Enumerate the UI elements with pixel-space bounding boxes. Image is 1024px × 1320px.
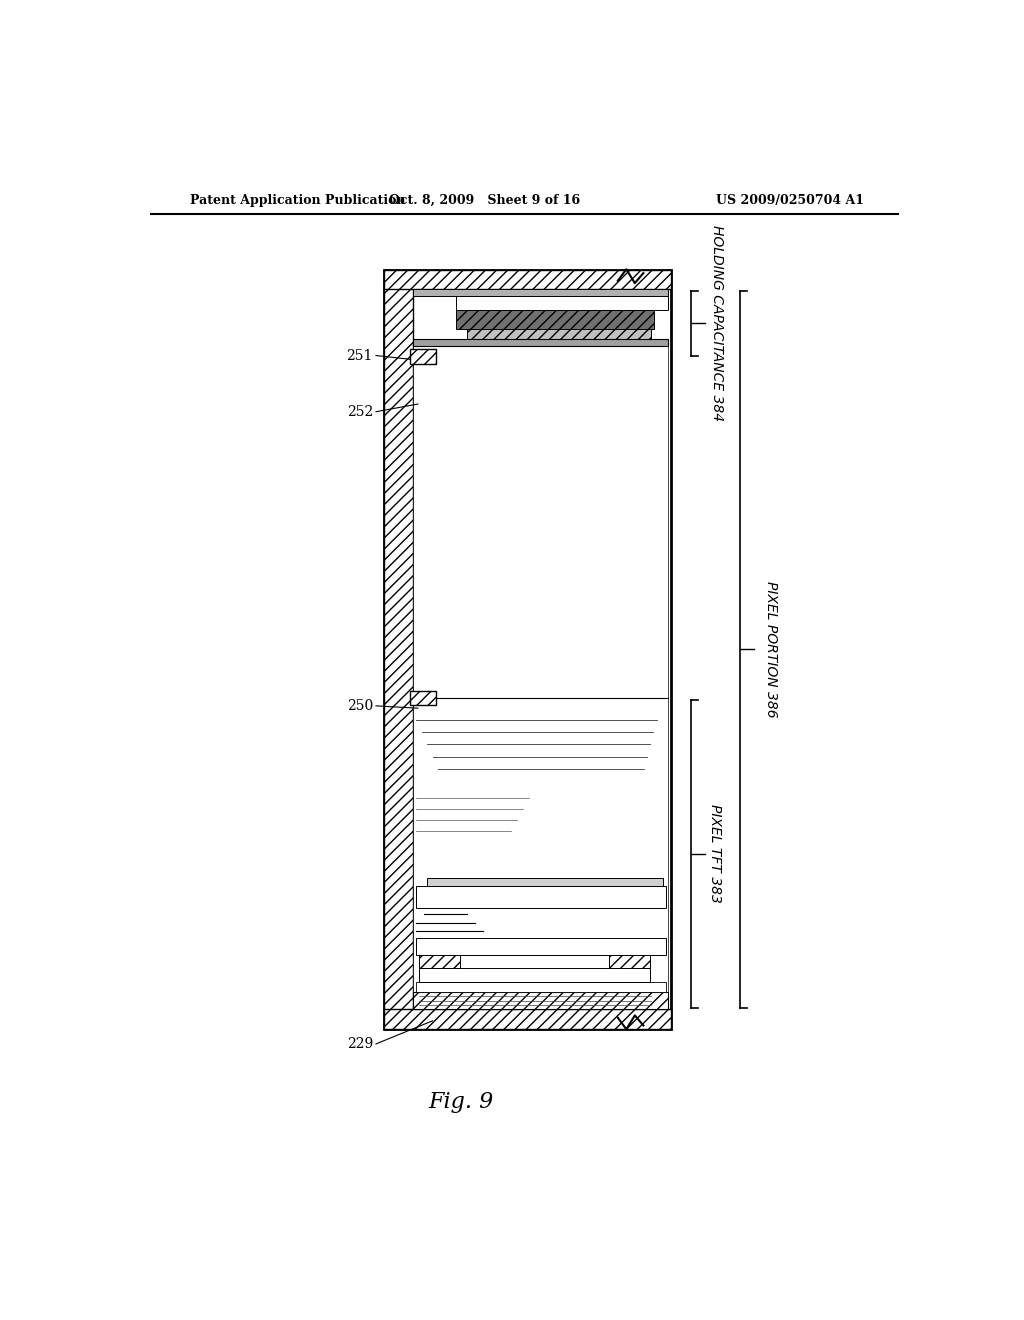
Bar bbox=[456, 310, 654, 329]
Text: HOLDING CAPACITANCE 384: HOLDING CAPACITANCE 384 bbox=[710, 226, 724, 421]
Text: US 2009/0250704 A1: US 2009/0250704 A1 bbox=[716, 194, 864, 207]
Text: PIXEL PORTION 386: PIXEL PORTION 386 bbox=[764, 581, 778, 718]
Bar bbox=[420, 956, 460, 968]
Text: Oct. 8, 2009   Sheet 9 of 16: Oct. 8, 2009 Sheet 9 of 16 bbox=[389, 194, 580, 207]
Text: Fig. 9: Fig. 9 bbox=[429, 1090, 494, 1113]
Bar bbox=[414, 289, 669, 296]
Text: 251: 251 bbox=[346, 348, 373, 363]
Bar bbox=[414, 346, 669, 698]
Text: 229: 229 bbox=[347, 1038, 373, 1051]
Text: Patent Application Publication: Patent Application Publication bbox=[190, 194, 406, 207]
Bar bbox=[414, 339, 669, 346]
Bar bbox=[384, 271, 671, 1028]
Bar bbox=[417, 982, 666, 993]
Bar bbox=[417, 939, 666, 956]
Bar bbox=[384, 1010, 671, 1028]
Bar bbox=[384, 271, 671, 289]
Text: PIXEL TFT 383: PIXEL TFT 383 bbox=[708, 804, 722, 903]
Bar bbox=[417, 886, 666, 908]
Bar bbox=[410, 348, 435, 364]
Bar bbox=[384, 271, 414, 1028]
Bar bbox=[420, 968, 649, 982]
Bar bbox=[609, 956, 649, 968]
Text: 252: 252 bbox=[347, 405, 373, 418]
Bar bbox=[414, 698, 669, 1010]
Bar bbox=[456, 296, 669, 310]
Text: 250: 250 bbox=[347, 698, 373, 713]
Bar bbox=[414, 993, 669, 1010]
Bar bbox=[427, 878, 663, 886]
Bar bbox=[467, 329, 651, 339]
Bar bbox=[410, 692, 435, 705]
